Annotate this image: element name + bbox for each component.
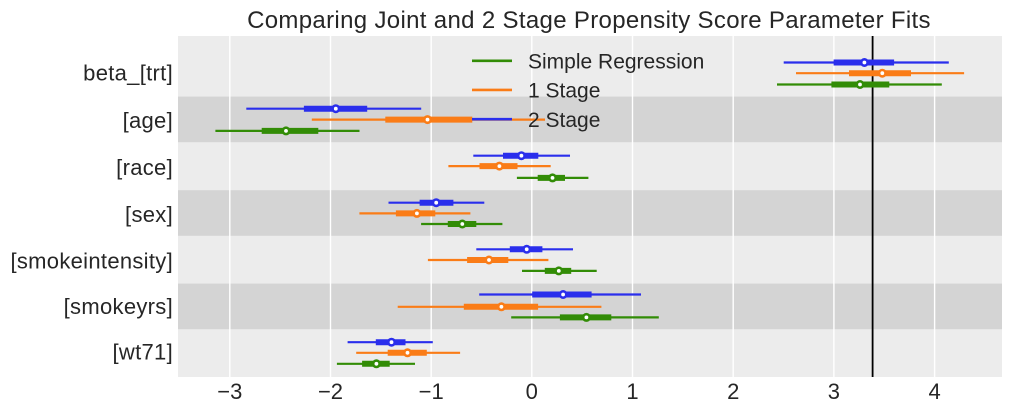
- svg-text:−2: −2: [318, 379, 343, 404]
- svg-text:[smokeintensity]: [smokeintensity]: [10, 249, 173, 274]
- svg-text:1: 1: [626, 379, 638, 404]
- svg-text:[race]: [race]: [116, 155, 173, 180]
- svg-text:2 Stage: 2 Stage: [528, 109, 600, 132]
- svg-text:[sex]: [sex]: [125, 202, 173, 227]
- svg-text:1 Stage: 1 Stage: [528, 80, 600, 103]
- svg-text:4: 4: [928, 379, 940, 404]
- svg-text:3: 3: [828, 379, 840, 404]
- svg-text:0: 0: [526, 379, 538, 404]
- svg-text:Simple Regression: Simple Regression: [528, 51, 704, 74]
- svg-text:−1: −1: [419, 379, 444, 404]
- svg-text:2: 2: [727, 379, 739, 404]
- svg-text:−3: −3: [217, 379, 242, 404]
- svg-text:beta_[trt]: beta_[trt]: [83, 61, 173, 86]
- svg-text:Comparing Joint and 2 Stage Pr: Comparing Joint and 2 Stage Propensity S…: [247, 7, 931, 34]
- svg-text:[age]: [age]: [123, 108, 173, 133]
- svg-text:[smokeyrs]: [smokeyrs]: [64, 294, 173, 319]
- svg-text:[wt71]: [wt71]: [113, 340, 174, 365]
